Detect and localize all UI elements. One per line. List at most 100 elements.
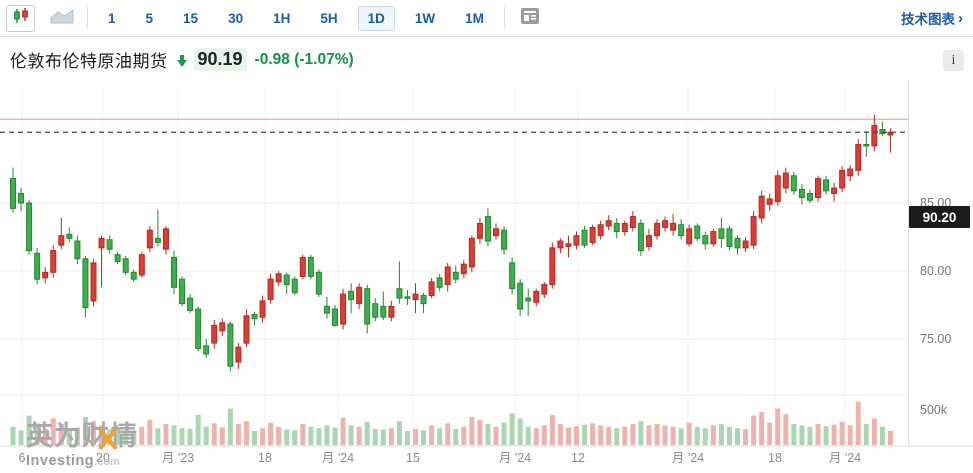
volume-bar	[743, 428, 749, 445]
volume-bar	[42, 428, 48, 445]
volume-bar	[284, 429, 290, 445]
candle-body	[493, 228, 499, 237]
volume-bar	[517, 418, 523, 445]
timeframe-5h[interactable]: 5H	[310, 6, 347, 31]
volume-bar	[58, 424, 64, 445]
volume-bar	[871, 418, 877, 445]
volume-bar	[429, 425, 435, 445]
candle-body	[171, 256, 177, 288]
volume-bar	[292, 430, 298, 445]
candle-body	[18, 192, 25, 204]
candle-body	[573, 235, 580, 246]
price-change: -0.98 (-1.07%)	[255, 51, 354, 69]
chart-area: 6 20 月 '23 18 月 '24 15 月 '24 12 月 '24 18 月 '24 85.…	[0, 82, 973, 473]
last-price: 90.19	[193, 48, 247, 71]
candle-body	[517, 282, 524, 310]
candle-body	[710, 231, 717, 245]
candle-body	[806, 192, 813, 201]
volume-bar	[461, 426, 467, 445]
volume-bar	[525, 426, 531, 445]
volume-bar	[541, 425, 547, 445]
candle-body	[686, 228, 693, 245]
timeframe-group: 1 5 15 30 1H 5H 1D 1W 1M	[98, 5, 494, 31]
volume-bar	[380, 429, 386, 445]
area-chart-button[interactable]	[47, 5, 77, 32]
volume-bar	[316, 428, 322, 445]
x-axis-label: 18	[258, 451, 272, 465]
candle-body	[412, 293, 419, 301]
timeframe-1m[interactable]: 1M	[455, 6, 494, 31]
candlestick-chart[interactable]: 6 20 月 '23 18 月 '24 15 月 '24 12 月 '24 18 月 '24	[0, 82, 973, 473]
x-axis-label: 6	[19, 451, 26, 465]
volume-bar	[348, 425, 354, 445]
x-axis-label: 12	[571, 451, 585, 465]
candle-body	[251, 314, 258, 320]
info-icon: i	[951, 52, 956, 68]
candle-body	[364, 288, 371, 325]
candle-body	[380, 305, 387, 318]
volume-bar	[74, 427, 80, 445]
x-axis-label: 月 '24	[322, 451, 354, 465]
candle-body	[332, 308, 338, 326]
volume-bar	[751, 415, 757, 445]
candle-body	[815, 178, 821, 199]
volume-bar	[767, 422, 773, 445]
candle-body	[235, 346, 242, 363]
timeframe-1[interactable]: 1	[98, 6, 126, 31]
candle-body	[782, 172, 789, 189]
volume-bar	[123, 431, 129, 445]
price-axis-label: 80.00	[920, 264, 952, 278]
candle-body	[82, 258, 89, 309]
volume-bar	[646, 425, 652, 445]
volume-bar	[831, 424, 837, 445]
candle-body	[501, 229, 508, 250]
volume-bar	[388, 428, 394, 445]
price-axis-label: 75.00	[920, 332, 952, 346]
candle-body	[629, 216, 636, 228]
volume-bar	[18, 430, 24, 445]
volume-bar	[34, 423, 40, 445]
volume-bar	[598, 425, 604, 445]
candle-body	[106, 239, 113, 250]
info-button[interactable]: i	[943, 50, 964, 71]
volume-bar	[791, 424, 797, 445]
timeframe-1d[interactable]: 1D	[357, 5, 395, 31]
candle-body	[307, 256, 314, 277]
candle-body	[565, 243, 572, 248]
candle-body	[589, 226, 596, 243]
tech-chart-link[interactable]: 技术图表 ›	[901, 8, 965, 28]
volume-bar	[99, 425, 105, 445]
news-panel-button[interactable]	[515, 5, 545, 32]
candle-body	[348, 290, 355, 301]
volume-bar	[155, 428, 161, 445]
candlestick-chart-button[interactable]	[6, 4, 35, 32]
candle-body	[597, 224, 604, 237]
candle-body	[637, 222, 644, 252]
volume-bar	[557, 424, 563, 445]
candle-body	[74, 240, 81, 260]
candle-body	[154, 237, 161, 243]
toolbar-separator	[503, 7, 505, 29]
volume-bar	[582, 424, 588, 445]
volume-bar	[252, 431, 257, 445]
volume-bar	[501, 422, 507, 445]
timeframe-30[interactable]: 30	[218, 6, 253, 31]
timeframe-5[interactable]: 5	[136, 6, 164, 31]
volume-bar	[356, 426, 362, 445]
candle-body	[549, 247, 556, 286]
volume-bar	[509, 413, 515, 445]
candle-body	[605, 220, 612, 227]
candle-body	[621, 222, 628, 233]
volume-bar	[815, 424, 821, 445]
candle-body	[404, 296, 411, 299]
candle-body	[388, 305, 395, 318]
candle-body	[34, 252, 41, 280]
volume-bar	[887, 431, 893, 445]
volume-bar	[139, 426, 145, 445]
candle-body	[533, 290, 540, 303]
timeframe-1w[interactable]: 1W	[405, 6, 445, 31]
candle-body	[444, 266, 451, 286]
timeframe-15[interactable]: 15	[173, 6, 208, 31]
timeframe-1h[interactable]: 1H	[263, 6, 300, 31]
volume-bar	[227, 408, 233, 445]
